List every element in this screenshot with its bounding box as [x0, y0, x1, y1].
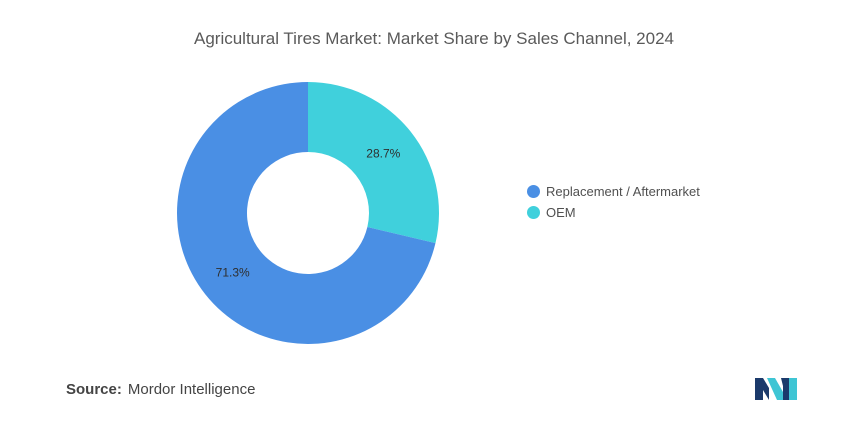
chart-title: Agricultural Tires Market: Market Share …	[193, 29, 674, 48]
legend-item-replacement: Replacement / Aftermarket	[527, 181, 700, 202]
legend-swatch-replacement	[527, 185, 540, 198]
data-label-replacement-aftermarket: 71.3%	[216, 266, 250, 280]
legend: Replacement / Aftermarket OEM	[527, 181, 700, 223]
legend-item-oem: OEM	[527, 202, 700, 223]
legend-swatch-oem	[527, 206, 540, 219]
legend-label-replacement: Replacement / Aftermarket	[546, 184, 700, 199]
mordor-intelligence-logo-icon	[755, 378, 797, 400]
data-label-oem: 28.7%	[366, 146, 400, 160]
slice-replacement-aftermarket	[177, 82, 436, 345]
source-note: Source: Mordor Intelligence	[66, 381, 255, 398]
slice-oem	[308, 82, 439, 244]
source-label: Source:	[66, 381, 122, 398]
source-text: Mordor Intelligence	[127, 381, 256, 398]
legend-label-oem: OEM	[546, 205, 576, 220]
